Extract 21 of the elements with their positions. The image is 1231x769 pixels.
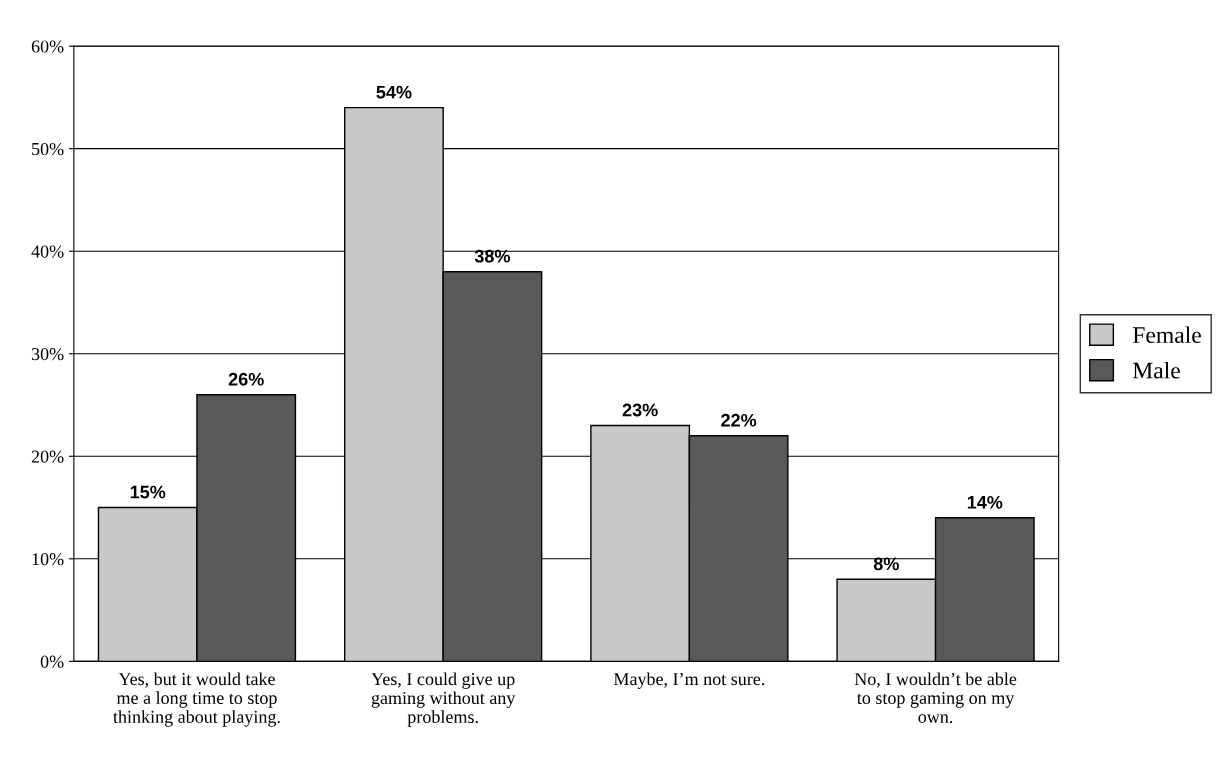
data-label: 54% [376, 85, 412, 99]
y-tick-label: 10% [32, 553, 64, 566]
legend-label: Male [1132, 361, 1180, 379]
y-tick-label: 60% [31, 40, 64, 53]
legend-label: Female [1132, 326, 1201, 344]
data-label: 22% [721, 413, 757, 427]
data-label: 8% [873, 557, 899, 571]
y-tick-label: 20% [31, 450, 64, 463]
x-tick-label: Maybe, I’m not sure. [613, 672, 765, 689]
data-label: 38% [474, 249, 510, 263]
y-tick-label: 0% [40, 655, 64, 668]
x-tick-label: No, I wouldn’t be able to stop gaming on my own. [854, 672, 1017, 724]
y-tick-label: 40% [31, 245, 64, 258]
x-tick-label: Yes, but it would take me a long time to stop thinking about playing. [113, 672, 280, 727]
x-tick-label: Yes, I could give up gaming without any problems. [371, 672, 516, 727]
y-tick-label: 50% [32, 142, 64, 156]
data-label: 14% [967, 495, 1003, 509]
data-label: 23% [622, 403, 658, 417]
y-tick-label: 30% [31, 348, 64, 361]
data-label: 15% [130, 485, 166, 499]
data-label: 26% [228, 372, 264, 386]
